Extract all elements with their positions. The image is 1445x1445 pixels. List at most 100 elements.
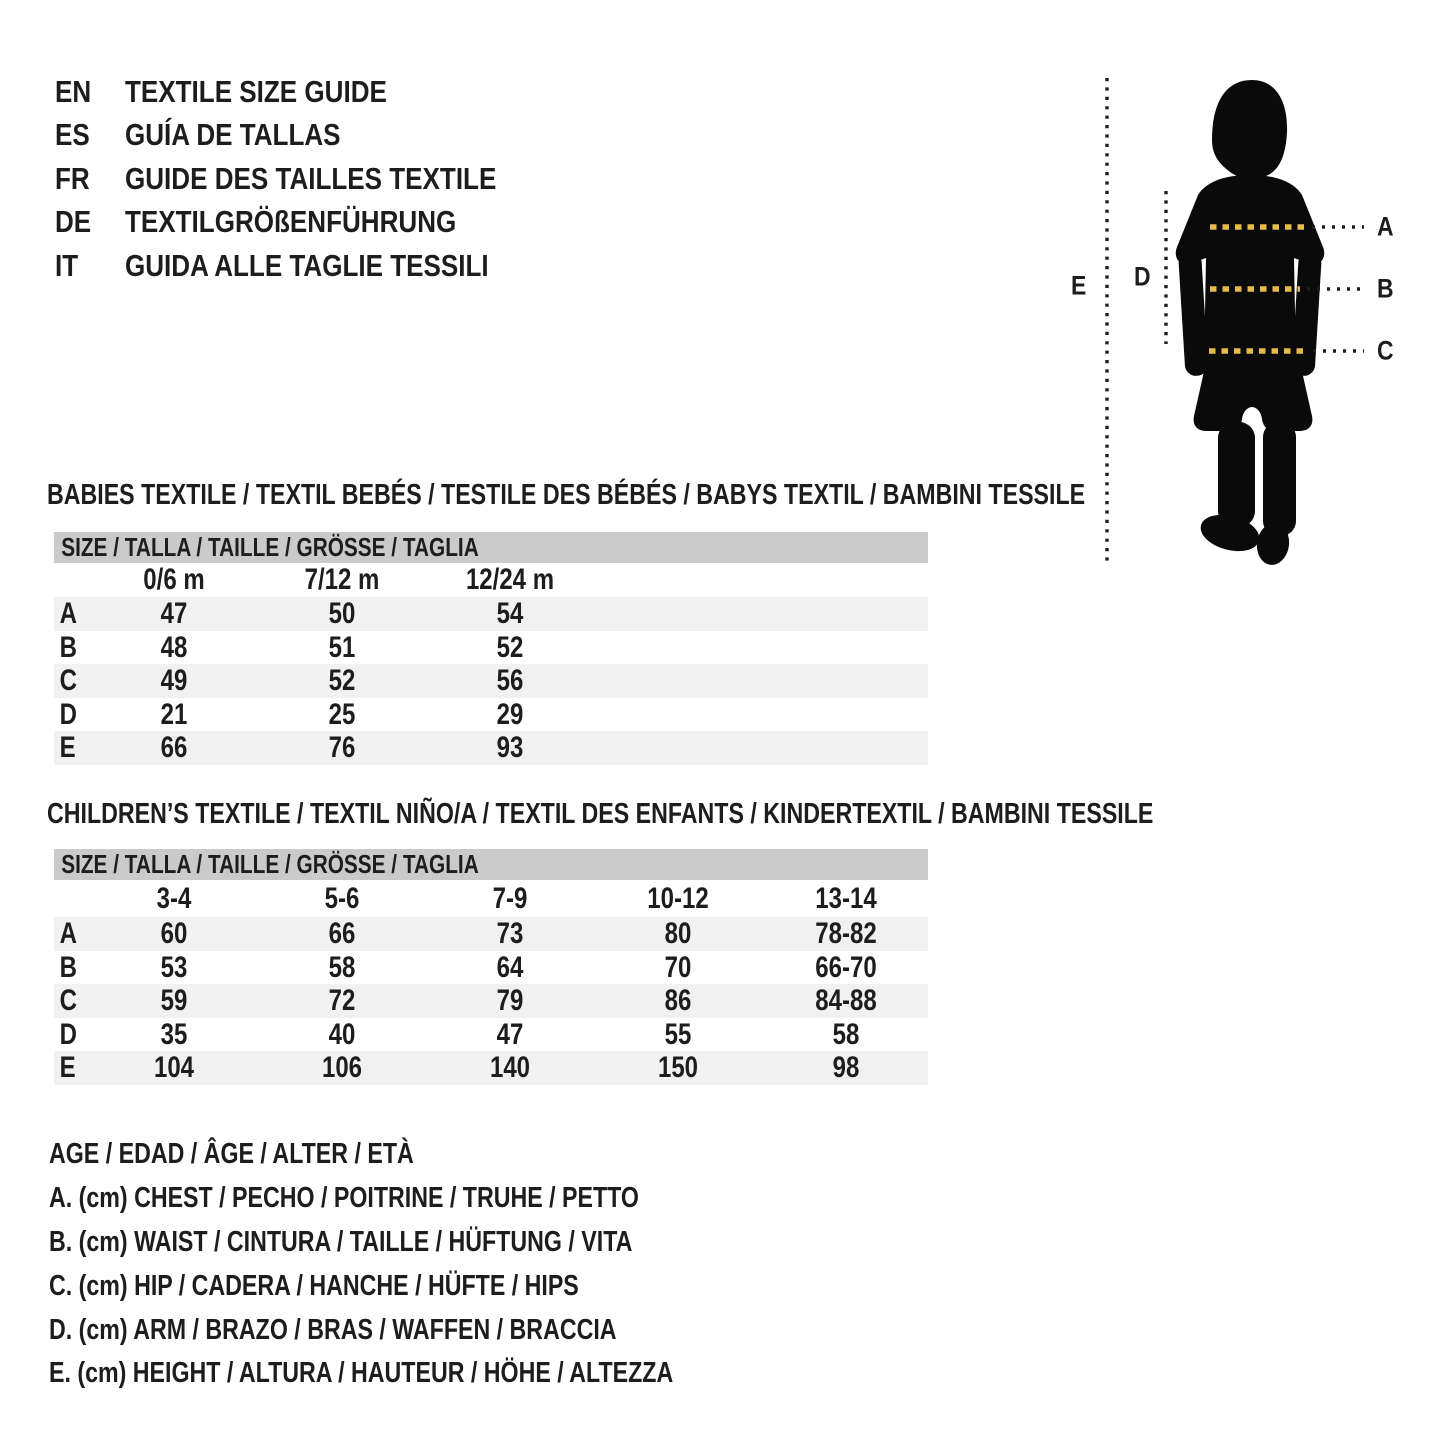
table-row: E 104 106 140 150 98: [54, 1051, 928, 1085]
table-cell: 40: [328, 1017, 356, 1051]
table-row: B 53 58 64 70 66-70: [54, 951, 928, 985]
language-row-en: EN TEXTILE SIZE GUIDE: [55, 70, 567, 114]
table-cell: 84-88: [815, 984, 877, 1017]
table-cell: 59: [160, 984, 188, 1017]
row-label: B: [59, 950, 77, 984]
table-cell: 53: [160, 950, 188, 984]
table-cell: 47: [496, 1017, 524, 1051]
table-cell: 60: [160, 917, 188, 950]
column-header-row: 3-4 5-6 7-9 10-12 13-14: [54, 880, 928, 917]
page-title: TEXTILGRÖßENFÜHRUNG: [125, 204, 457, 240]
size-header-bar: SIZE / TALLA / TAILLE / GRÖSSE / TAGLIA: [54, 532, 928, 563]
table-cell: 51: [328, 630, 356, 664]
figure-label-b: B: [1377, 273, 1394, 304]
table-row: E 66 76 93: [54, 731, 928, 765]
figure-label-d: D: [1134, 261, 1151, 292]
table-cell: 52: [496, 630, 524, 664]
language-row-es: ES GUÍA DE TALLAS: [55, 114, 567, 158]
column-header: 5-6: [324, 881, 360, 915]
size-header-label: SIZE / TALLA / TAILLE / GRÖSSE / TAGLIA: [61, 849, 479, 879]
babies-size-table: SIZE / TALLA / TAILLE / GRÖSSE / TAGLIA …: [54, 532, 928, 765]
table-cell: 50: [328, 597, 356, 630]
table-cell: 78-82: [815, 917, 877, 950]
figure-label-c: C: [1377, 335, 1394, 366]
table-cell: 66: [328, 917, 356, 950]
table-cell: 25: [328, 697, 356, 731]
table-cell: 72: [328, 984, 356, 1017]
row-label: B: [59, 630, 77, 664]
table-cell: 54: [496, 597, 524, 630]
table-cell: 86: [664, 984, 692, 1017]
column-header: 12/24 m: [465, 563, 555, 596]
language-code: IT: [55, 247, 79, 283]
column-header: 10-12: [647, 881, 709, 915]
page-title: GUÍA DE TALLAS: [125, 117, 341, 153]
language-code: DE: [55, 204, 92, 240]
table-cell: 52: [328, 664, 356, 697]
child-silhouette: [1175, 80, 1325, 565]
table-row: A 60 66 73 80 78-82: [54, 917, 928, 951]
table-cell: 106: [321, 1051, 363, 1084]
table-cell: 49: [160, 664, 188, 697]
babies-section-title: BABIES TEXTILE / TEXTIL BEBÉS / TESTILE …: [47, 479, 1086, 511]
row-label: D: [59, 1017, 77, 1051]
table-cell: 29: [496, 697, 524, 731]
table-cell: 66-70: [815, 950, 877, 984]
column-header-row: 0/6 m 7/12 m 12/24 m: [54, 563, 928, 597]
table-cell: 58: [832, 1017, 860, 1051]
size-header-bar: SIZE / TALLA / TAILLE / GRÖSSE / TAGLIA: [54, 849, 928, 880]
row-label: C: [59, 664, 77, 697]
row-label: D: [59, 697, 77, 731]
table-cell: 73: [496, 917, 524, 950]
row-label: A: [59, 917, 77, 950]
table-cell: 56: [496, 664, 524, 697]
table-cell: 140: [489, 1051, 531, 1084]
table-cell: 80: [664, 917, 692, 950]
table-cell: 104: [153, 1051, 195, 1084]
language-code: ES: [55, 117, 90, 153]
table-cell: 47: [160, 597, 188, 630]
table-row: C 49 52 56: [54, 664, 928, 698]
row-label: C: [59, 984, 77, 1017]
language-code: EN: [55, 73, 92, 109]
figure-label-e: E: [1071, 270, 1087, 301]
column-header: 0/6 m: [143, 563, 205, 596]
table-cell: 21: [160, 697, 188, 731]
row-label: A: [59, 597, 77, 630]
column-header: 7/12 m: [304, 563, 380, 596]
figure-label-a: A: [1377, 211, 1394, 242]
legend-line-hip: C. (cm) HIP / CADERA / HANCHE / HÜFTE / …: [49, 1269, 579, 1302]
children-size-table: SIZE / TALLA / TAILLE / GRÖSSE / TAGLIA …: [54, 849, 928, 1085]
language-row-fr: FR GUIDE DES TAILLES TEXTILE: [55, 157, 567, 201]
language-row-de: DE TEXTILGRÖßENFÜHRUNG: [55, 201, 567, 245]
table-cell: 79: [496, 984, 524, 1017]
column-header: 7-9: [492, 881, 528, 915]
table-cell: 76: [328, 731, 356, 764]
row-label: E: [59, 731, 76, 764]
language-title-list: EN TEXTILE SIZE GUIDE ES GUÍA DE TALLAS …: [55, 70, 567, 288]
legend-line-height: E. (cm) HEIGHT / ALTURA / HAUTEUR / HÖHE…: [49, 1357, 674, 1390]
table-cell: 98: [832, 1051, 860, 1084]
legend-line-arm: D. (cm) ARM / BRAZO / BRAS / WAFFEN / BR…: [49, 1313, 617, 1346]
table-cell: 150: [657, 1051, 699, 1084]
table-row: B 48 51 52: [54, 631, 928, 665]
legend-line-chest: A. (cm) CHEST / PECHO / POITRINE / TRUHE…: [49, 1182, 639, 1215]
row-label: E: [59, 1051, 76, 1084]
table-cell: 35: [160, 1017, 188, 1051]
language-code: FR: [55, 160, 90, 196]
page-title: TEXTILE SIZE GUIDE: [125, 73, 387, 109]
table-cell: 70: [664, 950, 692, 984]
column-header: 3-4: [156, 881, 192, 915]
size-header-label: SIZE / TALLA / TAILLE / GRÖSSE / TAGLIA: [61, 532, 479, 562]
table-cell: 93: [496, 731, 524, 764]
language-row-it: IT GUIDA ALLE TAGLIE TESSILI: [55, 244, 567, 288]
table-cell: 48: [160, 630, 188, 664]
table-row: D 35 40 47 55 58: [54, 1018, 928, 1052]
legend-line-age: AGE / EDAD / ÂGE / ALTER / ETÀ: [49, 1138, 414, 1171]
legend-line-waist: B. (cm) WAIST / CINTURA / TAILLE / HÜFTU…: [49, 1225, 633, 1258]
page-title: GUIDE DES TAILLES TEXTILE: [125, 160, 497, 196]
column-header: 13-14: [815, 881, 877, 915]
table-cell: 58: [328, 950, 356, 984]
table-row: C 59 72 79 86 84-88: [54, 984, 928, 1018]
